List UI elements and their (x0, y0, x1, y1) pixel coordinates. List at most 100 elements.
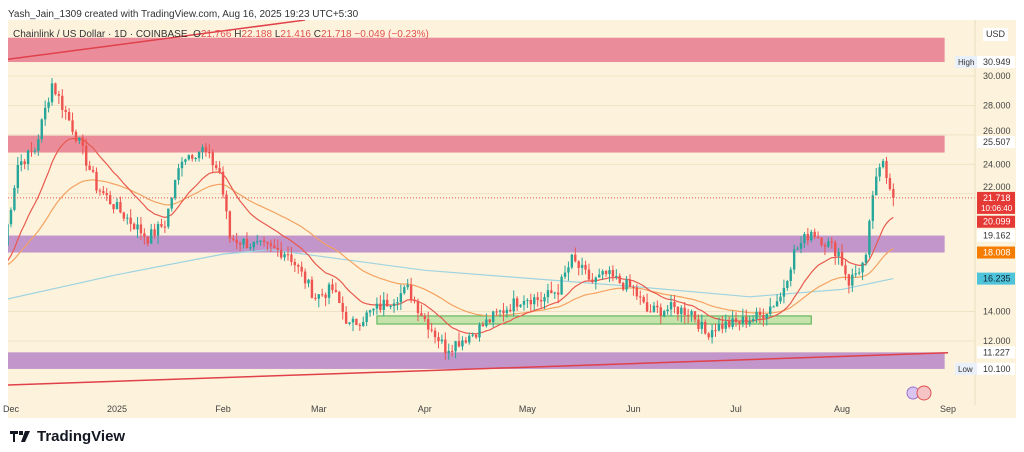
candle-body (310, 279, 314, 298)
candle-body (727, 321, 731, 327)
candle-body (834, 242, 837, 257)
candle-body (177, 168, 180, 181)
candle-body (782, 288, 786, 297)
candle-body (112, 204, 115, 210)
candle-body (362, 321, 365, 326)
ma-mid-line (8, 179, 894, 317)
y-tick-label: 12.000 (983, 336, 1011, 346)
price-label: 19.162 (983, 231, 1011, 241)
candle-body (269, 243, 273, 246)
candle-body (98, 190, 102, 192)
candle-body (170, 198, 173, 209)
candle-body (823, 245, 827, 247)
candle-body (608, 270, 611, 275)
candle-body (290, 254, 293, 262)
candle-body (854, 273, 857, 275)
candle-body (758, 311, 762, 316)
candle-body (187, 155, 191, 160)
candle-body (26, 150, 30, 165)
candle-body (519, 304, 522, 307)
price-label-bg (977, 272, 1015, 285)
candle-body (365, 312, 368, 322)
candle-body (827, 241, 830, 247)
candle-body (338, 291, 341, 304)
candle-body (536, 297, 539, 300)
x-tick-label: Dec (3, 404, 20, 414)
candle-body (317, 294, 320, 299)
candle-body (191, 155, 194, 159)
candle-body (33, 150, 37, 152)
candle-body (878, 167, 881, 177)
candle-body (204, 147, 208, 153)
price-label: 30.949 (983, 57, 1011, 67)
tradingview-logo: TradingView (10, 428, 125, 445)
candle-body (430, 329, 433, 331)
candle-body (488, 319, 491, 323)
y-tick-label: 14.000 (983, 307, 1011, 317)
candle-body (550, 290, 553, 294)
price-label-bg (977, 191, 1015, 214)
candle-body (81, 137, 84, 146)
candle-body (574, 254, 577, 262)
price-label-bg (977, 229, 1015, 242)
candle-body (389, 306, 392, 308)
candle-body (273, 245, 276, 248)
candle-body (577, 261, 580, 268)
candle-body (163, 226, 167, 228)
candle-body (881, 161, 885, 168)
candle-body (61, 95, 64, 110)
candle-body (450, 350, 454, 352)
price-label: 20.099 (983, 217, 1011, 227)
candle-body (731, 318, 734, 327)
plot-group (8, 20, 975, 386)
candle-body (580, 264, 584, 268)
candle-body (478, 324, 481, 338)
candle-body (546, 290, 550, 298)
candle-body (392, 303, 396, 307)
candle-body (775, 301, 779, 307)
candle-body (656, 305, 659, 308)
zone-support (8, 352, 945, 369)
ma-slow-line (8, 249, 894, 300)
credit-text: Yash_Jain_1309 created with TradingView.… (8, 9, 359, 20)
zone-resistance (8, 135, 945, 153)
candle-body (816, 236, 820, 238)
candle-body (331, 284, 334, 291)
candle-body (741, 316, 745, 324)
candle-body (334, 290, 338, 292)
candle-body (857, 272, 861, 274)
candle-body (813, 231, 816, 237)
candle-body (167, 208, 170, 227)
candle-body (218, 168, 221, 172)
candle-body (710, 330, 714, 338)
candle-body (95, 171, 98, 191)
candle-body (150, 229, 153, 244)
candle-body (50, 83, 54, 103)
currency-label[interactable]: USD (983, 28, 1009, 41)
candle-body (406, 284, 409, 288)
symbol-title[interactable]: Chainlink / US Dollar · 1D · COINBASE (13, 29, 188, 40)
candle-body (714, 330, 717, 332)
candle-body (457, 341, 461, 347)
candle-body (868, 220, 871, 255)
candle-body (433, 330, 437, 338)
price-prefix: High (958, 58, 974, 67)
candle-body (844, 265, 847, 275)
candle-body (669, 302, 673, 310)
candle-body (297, 265, 300, 267)
candle-body (153, 229, 156, 236)
candle-body (847, 274, 851, 286)
chart-plot[interactable] (8, 20, 1016, 418)
candle-body (242, 238, 245, 245)
change-value: −0.049 (−0.23%) (354, 29, 429, 40)
candle-body (563, 272, 567, 277)
candle-body (738, 321, 741, 324)
candle-body (680, 307, 683, 315)
candle-body (840, 252, 844, 266)
price-label-bg (977, 56, 1015, 69)
candle-body (156, 223, 160, 236)
candle-body (173, 180, 177, 199)
price-label-bg (977, 215, 1015, 228)
candle-body (324, 294, 327, 298)
